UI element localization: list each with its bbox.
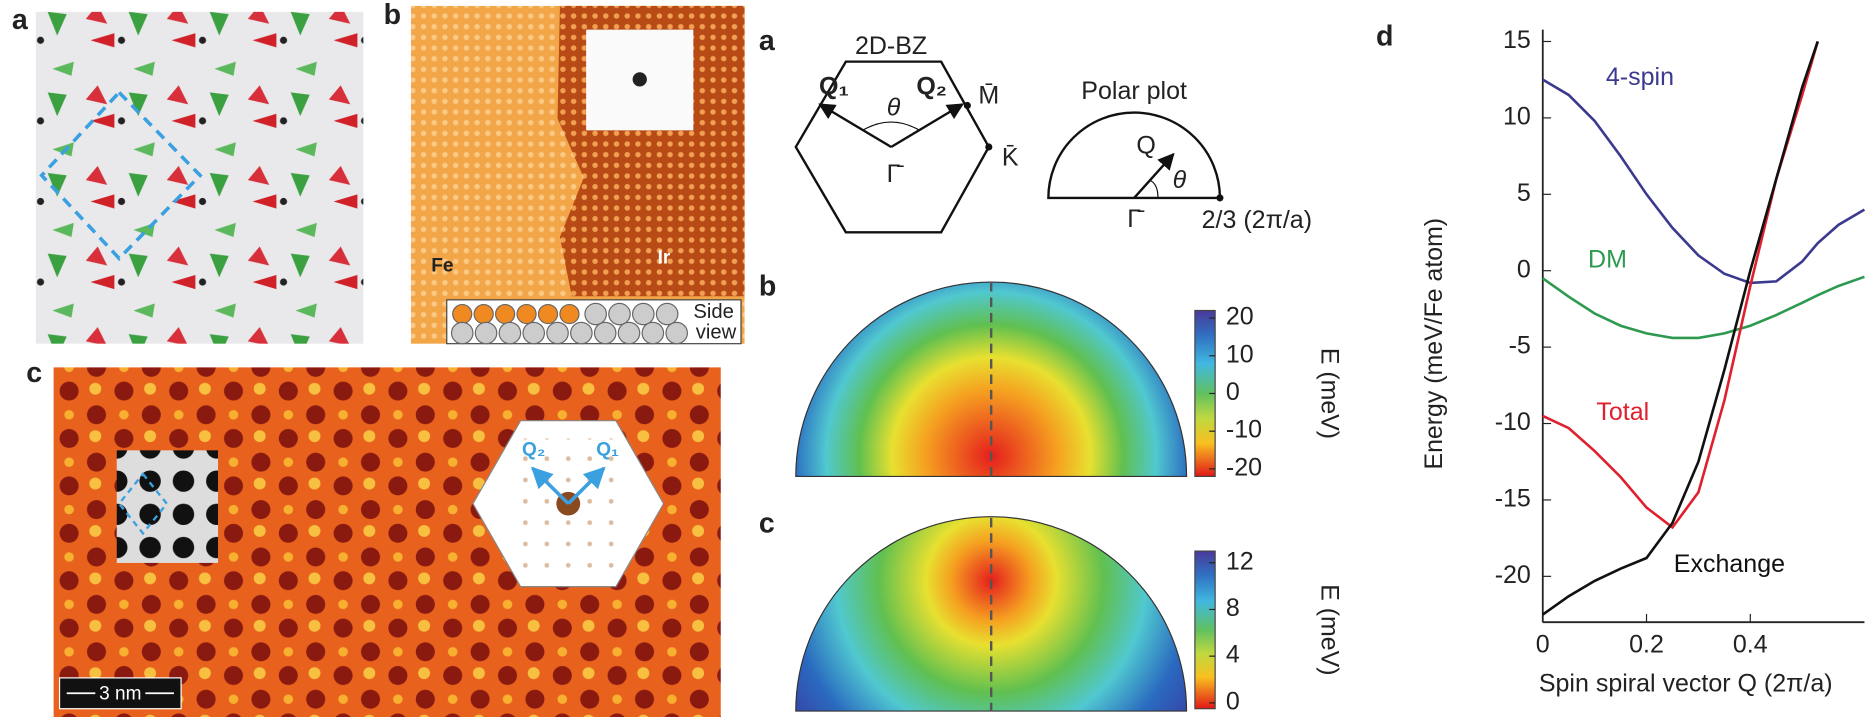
polar-outline [795,281,1188,478]
colorbar-tick-label: -10 [1226,416,1262,444]
x-tick-label: 0.2 [1629,631,1664,659]
colorbar-tick-label: 8 [1226,594,1240,622]
y-axis-label: Energy (meV/Fe atom) [1420,218,1448,470]
colorbar-tick-label: 12 [1226,547,1254,575]
q-arrow [531,466,570,505]
polar-edge-point [1216,194,1224,202]
q2-label: Q₂ [916,72,947,100]
k-point [985,143,993,151]
q-arrow [1133,152,1175,199]
series-line [1542,78,1866,285]
line-chart: 15 10 5 0 -5 -10 -15 -20 0 0.2 0.4 Spin spiral vect… [1420,26,1866,698]
theta-label: θ [1173,166,1187,194]
q-label: Q [1136,132,1155,160]
m-label: M̄ [978,82,999,110]
y-tick-label: 5 [1517,179,1531,207]
q1-label: Q₁ [819,72,849,100]
series-label: 4-spin [1606,63,1674,91]
m-point [963,101,971,110]
panel-label: a [12,4,29,36]
fe-label: Fe [431,256,453,277]
theta-label: θ [887,94,901,122]
colorbar-tick-label: 0 [1226,688,1240,716]
panel-label: a [759,25,776,57]
panel-label: c [26,357,42,389]
series-line [1542,41,1819,530]
q1-label: Q₁ [596,439,619,460]
angle-arc [1149,179,1159,198]
k-label: K̄ [1002,143,1019,171]
y-tick-label: 15 [1503,26,1531,54]
series-line [1542,41,1819,616]
x-axis-label: Spin spiral vector Q (2π/a) [1539,670,1833,698]
radius-label: 2/3 (2π/a) [1202,206,1312,234]
gamma-label: Γ̄ [887,160,905,188]
x-tick-label: 0 [1536,631,1550,659]
simulation-inset [116,450,219,563]
gamma-label: Γ̄ [1127,205,1145,233]
panel-label: d [1376,21,1393,53]
fft-center [632,72,647,87]
y-tick-label: -5 [1509,332,1531,360]
unit-cell [117,472,169,536]
y-tick-label: 0 [1517,255,1531,283]
colorbars: 20 10 0 -10 -20 E (meV) 12 8 4 0 E (meV) [1194,303,1344,716]
colorbar-tick-label: 10 [1226,340,1254,368]
colorbar-label: E (meV) [1316,584,1344,675]
ir-label: Ir [658,247,671,268]
polar-semicircle [1047,111,1222,200]
colorbar-label: E (meV) [1316,348,1344,439]
spin-texture-image [35,11,364,344]
series-line [1542,275,1865,340]
polar-outline [795,516,1188,712]
q1-arrow [818,103,892,148]
colorbar-tick-label: -20 [1226,454,1262,482]
scale-bar-gap [95,682,146,704]
side-view-text: view [696,321,737,343]
bz-title: 2D-BZ [855,32,927,60]
q2-label: Q₂ [522,439,545,460]
q-arrow [566,466,606,505]
colorbar-tick-label: 20 [1226,303,1254,331]
angle-arc [862,121,921,131]
colorbar [1194,550,1216,710]
series-label: DM [1588,245,1627,273]
y-tick-label: -20 [1495,561,1531,589]
q2-arrow [890,103,965,148]
scale-bar-label: 3 nm [99,684,141,705]
polar-title: Polar plot [1081,77,1187,105]
colorbar-tick-label: 0 [1226,378,1240,406]
panel-label: b [384,0,401,31]
side-view-text: Side [693,301,734,323]
y-tick-label: -15 [1495,485,1531,513]
panel-label: b [759,271,776,303]
unit-cell [39,89,203,261]
y-tick-label: 10 [1503,103,1531,131]
series-label: Total [1596,398,1649,426]
x-tick-label: 0.4 [1733,631,1768,659]
series-label: Exchange [1674,550,1785,578]
y-tick-label: -10 [1495,408,1531,436]
side-view-atoms [450,302,688,345]
colorbar-tick-label: 4 [1226,641,1240,669]
panel-label: c [759,508,775,540]
